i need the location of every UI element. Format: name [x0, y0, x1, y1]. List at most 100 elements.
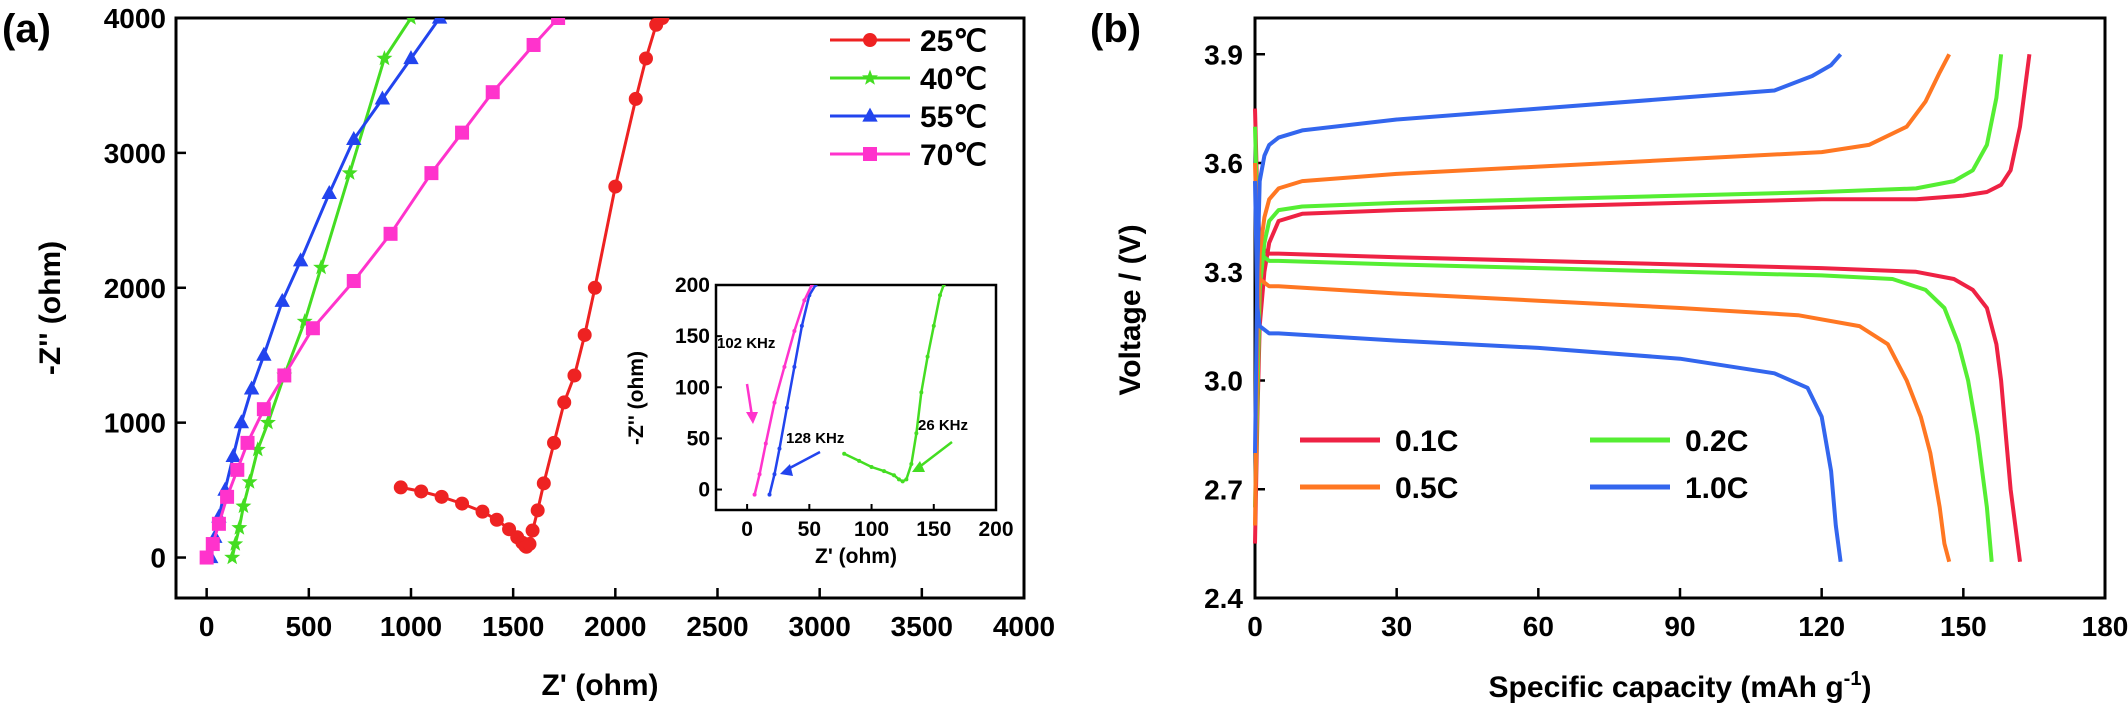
- data-point-55: [321, 184, 337, 199]
- panel-b-x-tick-label: 60: [1523, 611, 1554, 642]
- inset-data-point-70: [809, 285, 814, 287]
- data-point-70: [305, 321, 320, 336]
- data-point-70: [230, 462, 245, 477]
- data-point-25: [455, 496, 470, 511]
- data-point-55: [346, 130, 362, 145]
- inset-data-point-55: [792, 364, 797, 369]
- data-point-70: [211, 516, 226, 531]
- data-point-25: [638, 51, 653, 66]
- inset-series-line-70: [753, 285, 813, 495]
- panel-b-x-tick-label: 30: [1381, 611, 1412, 642]
- panel-a-y-axis-label: -Z'' (ohm): [34, 241, 67, 375]
- inset-arrow-pink: [745, 383, 758, 424]
- data-point-55: [243, 380, 260, 395]
- data-point-25: [414, 484, 429, 499]
- panel-a-x-tick-label: 500: [285, 611, 332, 642]
- series-line-25: [400, 18, 664, 549]
- panel-b-x-tick-label: 150: [1940, 611, 1987, 642]
- inset-data-point-55: [777, 446, 782, 451]
- panel-a-inset: 0 50 100 150 200 0 50 100 150 200 Z' (ohm) -Z'' (…: [625, 274, 1014, 568]
- inset-annotation-102khz: 102 KHz: [717, 335, 775, 352]
- data-point-55: [403, 50, 419, 65]
- series-line-70: [205, 18, 560, 559]
- data-point-70: [526, 37, 541, 52]
- data-point-25: [489, 512, 504, 527]
- inset-data-point-70: [772, 400, 777, 405]
- panel-a-eis-chart: (a) 0 500 1000 1500 2000 2500 3000 3500 40000100…: [2, 3, 1055, 702]
- data-point-25: [655, 18, 670, 25]
- panel-a-y-tick-label: 2000: [104, 273, 166, 304]
- data-point-70: [205, 537, 220, 552]
- inset-data-point-55: [772, 472, 777, 477]
- inset-x-tick-label: 200: [978, 518, 1013, 541]
- legend-label-1-0c: 1.0C: [1685, 472, 1748, 505]
- inset-y-tick-label: 0: [698, 479, 710, 502]
- legend-marker-55: [862, 107, 878, 122]
- panel-b-label: (b): [1090, 7, 1141, 51]
- data-point-25: [525, 523, 540, 538]
- series-discharge-curve-0-5c: [1253, 162, 1952, 563]
- inset-data-point-40: [900, 479, 905, 484]
- panel-b-series: [1253, 52, 2032, 563]
- panel-a-x-tick-label: 1000: [380, 611, 442, 642]
- inset-plot-frame: [714, 283, 998, 512]
- inset-data-point-55: [784, 405, 789, 410]
- series-charge-curve-0-5c: [1253, 53, 1951, 526]
- inset-x-tick-label: 50: [798, 518, 821, 541]
- data-point-70: [220, 489, 235, 504]
- panel-a-y-tick-label: 0: [150, 543, 166, 574]
- inset-data-point-55: [799, 323, 804, 328]
- data-point-40: [260, 414, 276, 430]
- inset-y-tick-label: 200: [675, 274, 710, 297]
- data-point-70: [383, 226, 398, 241]
- data-point-25: [547, 435, 562, 450]
- data-point-25: [475, 504, 490, 519]
- inset-data-point-40: [909, 461, 914, 466]
- legend-label-25: 25℃: [920, 25, 987, 58]
- panel-b-y-tick-label: 3.6: [1204, 148, 1243, 179]
- inset-ticks: 0 50 100 150 200 0 50 100 150 200: [675, 274, 1014, 541]
- data-point-40: [241, 473, 258, 489]
- panel-b-x-tick-label: 0: [1247, 611, 1263, 642]
- inset-data-point-70: [792, 329, 797, 334]
- data-point-40: [313, 259, 330, 275]
- panel-b-y-tick-label: 2.7: [1204, 474, 1243, 505]
- inset-y-tick-label: 150: [675, 325, 710, 348]
- legend-label-0-5c: 0.5C: [1395, 472, 1458, 505]
- data-point-25: [587, 280, 602, 295]
- series-0-2c: [1253, 54, 2004, 562]
- panel-a-legend: 25℃ 40℃ 55℃ 70℃: [830, 25, 987, 172]
- data-point-55: [374, 90, 391, 105]
- panel-a-x-axis-label: Z' (ohm): [541, 669, 658, 702]
- inset-data-point-40: [941, 285, 946, 287]
- inset-data-point-70: [763, 441, 768, 446]
- data-point-40: [235, 497, 252, 514]
- series-discharge-curve-0-2c: [1253, 126, 1994, 562]
- data-point-55: [233, 414, 250, 429]
- panel-b-x-tick-label: 120: [1798, 611, 1845, 642]
- panel-a-series: [199, 18, 670, 565]
- series-40: [224, 18, 416, 565]
- data-point-55: [431, 18, 448, 24]
- inset-x-tick-label: 150: [916, 518, 951, 541]
- data-point-55: [256, 346, 272, 361]
- data-point-40: [341, 164, 358, 180]
- inset-series: [752, 285, 946, 497]
- data-point-25: [536, 476, 551, 491]
- panel-a-x-tick-label: 3500: [891, 611, 953, 642]
- series-discharge-curve-1-0c: [1253, 181, 1843, 563]
- inset-data-point-40: [931, 323, 936, 328]
- panel-b-y-tick-label: 3.3: [1204, 257, 1243, 288]
- series-25: [393, 18, 670, 554]
- data-point-40: [249, 441, 266, 457]
- data-point-25: [393, 480, 408, 495]
- inset-arrow-green: [912, 441, 953, 472]
- inset-data-point-40: [938, 293, 942, 298]
- panel-a-x-tick-label: 3000: [789, 611, 851, 642]
- legend-label-70: 70℃: [920, 139, 987, 172]
- data-point-40: [227, 535, 244, 551]
- panel-b-legend: 0.1C 0.2C 0.5C 1.0C: [1300, 425, 1748, 505]
- data-point-70: [199, 550, 214, 565]
- data-point-55: [292, 252, 309, 267]
